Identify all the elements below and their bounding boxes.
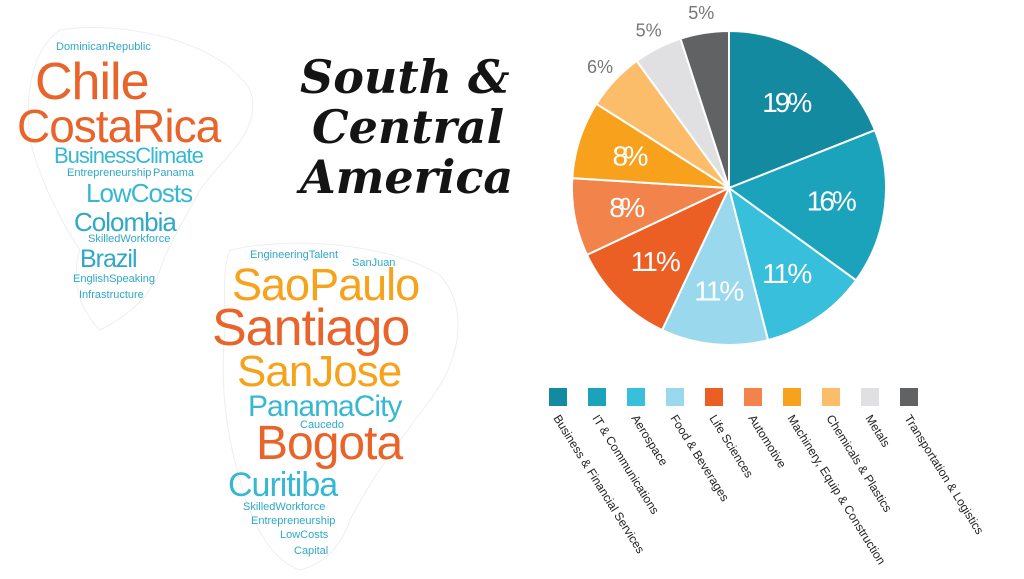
word-north-costarica: CostaRica <box>17 100 221 152</box>
legend-swatch-1 <box>549 388 567 406</box>
word-clouds: DominicanRepublic Chile CostaRica BusinessC… <box>17 27 459 571</box>
page-title: South & Central America <box>300 52 520 202</box>
word-south-saopaulo: SaoPaulo <box>232 259 420 310</box>
title-line-1: South & <box>300 50 510 104</box>
legend-swatch-8 <box>822 388 840 406</box>
pie-slice-10 <box>679 29 730 189</box>
data-label-9: 5% <box>636 20 662 40</box>
pie-slice-2 <box>726 128 887 282</box>
legend-label-6: Automotive <box>745 412 789 471</box>
word-north-panama: Panama <box>153 167 194 179</box>
word-north-skilledworkforce: SkilledWorkforce <box>88 233 171 245</box>
word-north-lowcosts: LowCosts <box>86 178 193 208</box>
word-south-panamacity: PanamaCity <box>248 390 402 423</box>
title-line-2: Central <box>312 100 505 154</box>
pie-slice-4 <box>660 185 770 346</box>
legend-swatch-3 <box>627 388 645 406</box>
word-south-sanjose: SanJose <box>237 347 402 396</box>
word-north-businessclimate: BusinessClimate <box>54 143 204 168</box>
word-south-lowcosts: LowCosts <box>280 529 329 541</box>
word-south-sanjuan: SanJuan <box>352 257 396 269</box>
legend-swatch-10 <box>900 388 918 406</box>
word-north-colombia: Colombia <box>74 207 177 237</box>
word-north-chile: Chile <box>35 53 149 111</box>
legend-swatch-2 <box>588 388 606 406</box>
data-label-7: 8% <box>612 140 648 171</box>
data-label-2: 16% <box>807 185 857 216</box>
word-south-engineeringtalent: EngineeringTalent <box>250 249 339 261</box>
pie-slice-3 <box>727 185 858 342</box>
data-label-8: 6% <box>587 57 613 77</box>
legend-label-10: Transportation & Logistics <box>901 412 986 537</box>
data-label-1: 19% <box>762 87 812 118</box>
word-south-santiago: Santiago <box>212 299 410 357</box>
word-north-englishspeaking: EnglishSpeaking <box>73 273 155 285</box>
data-label-6: 8% <box>609 192 645 223</box>
pie-slice-1 <box>728 29 877 190</box>
map-outline <box>27 27 459 571</box>
word-north-brazil: Brazil <box>80 245 138 273</box>
legend-swatch-7 <box>783 388 801 406</box>
word-south-capital: Capital <box>294 545 329 557</box>
word-south-caucedo: Caucedo <box>300 419 345 431</box>
data-label-3: 11% <box>762 258 812 289</box>
data-label-10: 5% <box>688 3 714 23</box>
title-line-3: America <box>300 150 514 204</box>
word-north-dominicanrepublic: DominicanRepublic <box>56 41 151 53</box>
data-label-5: 11% <box>631 246 681 277</box>
word-south-bogota: Bogota <box>256 417 403 470</box>
legend-swatch-9 <box>861 388 879 406</box>
pie-slice-5 <box>585 185 732 332</box>
word-south-skilledworkforce: SkilledWorkforce <box>243 501 326 513</box>
data-label-4: 11% <box>694 276 744 307</box>
legend-swatch-4 <box>666 388 684 406</box>
word-north-entrepreneurship: Entrepreneurship <box>67 167 152 179</box>
legend-label-9: Metals <box>862 412 893 449</box>
word-north-infrastructure: Infrastructure <box>79 289 144 301</box>
legend-swatch-5 <box>705 388 723 406</box>
word-south-curitiba: Curitiba <box>228 466 338 504</box>
legend-swatch-6 <box>744 388 762 406</box>
word-south-entrepreneurship: Entrepreneurship <box>251 515 336 527</box>
legend-label-3: Aerospace <box>628 412 670 468</box>
